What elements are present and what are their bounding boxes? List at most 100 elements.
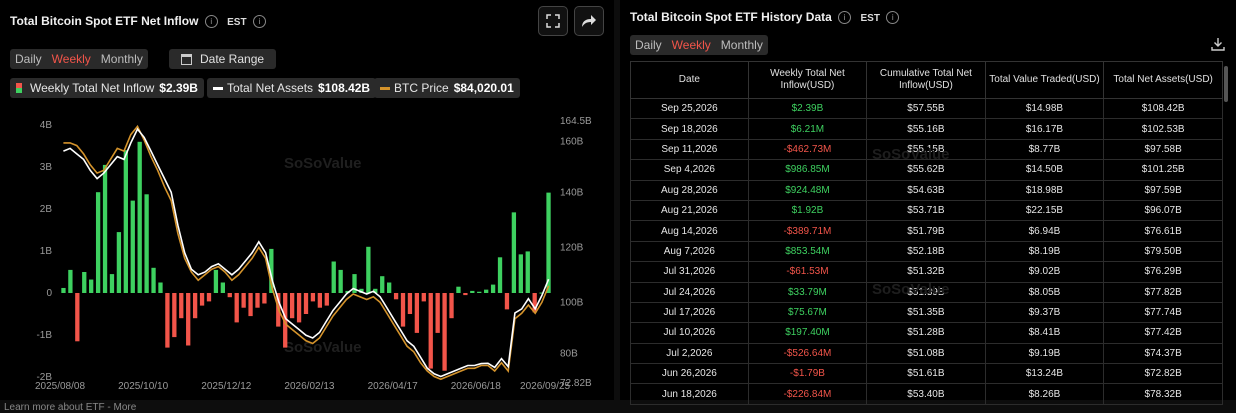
chart-title-row: Total Bitcoin Spot ETF Net Inflow i EST … — [10, 14, 266, 29]
col-cumulative-inflow[interactable]: Cumulative Total Net Inflow(USD) — [866, 61, 986, 99]
cell-net-assets: $102.53B — [1103, 118, 1223, 140]
cell-value-traded: $18.98B — [984, 179, 1105, 201]
inflow-bar — [137, 141, 142, 293]
col-weekly-inflow[interactable]: Weekly Total Net Inflow(USD) — [747, 61, 868, 99]
cell-value-traded: $8.26B — [984, 383, 1105, 405]
share-button[interactable] — [574, 6, 604, 36]
fullscreen-button[interactable] — [538, 6, 568, 36]
x-tick-label: 2026/09/25 — [520, 381, 570, 392]
download-icon — [1211, 38, 1225, 51]
table-row[interactable]: Jul 17,2026 $75.67M $51.35B $9.37B $77.74B — [630, 301, 1223, 324]
tab-monthly[interactable]: Monthly — [100, 52, 143, 66]
inflow-bar — [393, 293, 399, 300]
info-icon[interactable]: i — [252, 15, 266, 29]
table-scrollbar[interactable] — [1224, 66, 1228, 102]
legend-btc-value: $84,020.01 — [453, 81, 514, 95]
footer-link[interactable]: Learn more about ETF - More — [4, 402, 137, 413]
table-watermark: SoSoValue — [872, 281, 950, 298]
table-row[interactable]: Sep 25,2026 $2.39B $57.55B $14.98B $108.42B — [630, 97, 1223, 120]
col-date[interactable]: Date — [630, 61, 749, 99]
inflow-bar — [75, 293, 80, 342]
cell-value-traded: $8.77B — [984, 138, 1105, 161]
cell-value-traded: $13.24B — [984, 363, 1105, 385]
date-range-label: Date Range — [200, 52, 265, 66]
cell-value-traded: $14.50B — [984, 159, 1105, 181]
col-net-assets[interactable]: Total Net Assets(USD) — [1103, 61, 1223, 99]
legend-inflow-value: $2.39B — [159, 81, 198, 95]
cell-weekly-inflow: $197.40M — [747, 322, 868, 344]
cell-weekly-inflow: -$462.73M — [747, 138, 868, 161]
date-range-button[interactable]: Date Range — [169, 49, 276, 69]
cell-date: Jun 18,2026 — [630, 383, 749, 405]
table-row[interactable]: Aug 7,2026 $853.54M $52.18B $8.19B $79.50B — [630, 240, 1223, 263]
inflow-bar — [380, 276, 385, 293]
tab-daily[interactable]: Daily — [15, 52, 42, 66]
inflow-bar — [82, 272, 87, 293]
cell-cumulative-inflow: $53.40B — [866, 383, 986, 405]
table-row[interactable]: Jun 18,2026 -$226.84M $53.40B $8.26B $78.32B — [630, 383, 1223, 405]
table-row[interactable]: Aug 14,2026 -$389.71M $51.79B $6.94B $76.61B — [630, 220, 1223, 242]
info-icon[interactable]: i — [204, 15, 218, 29]
inflow-bar — [532, 293, 537, 313]
inflow-bar — [289, 293, 295, 319]
info-icon[interactable]: i — [838, 11, 852, 25]
history-table: Date Weekly Total Net Inflow(USD) Cumula… — [630, 61, 1223, 405]
inflow-bar — [387, 282, 392, 293]
inflow-bar — [158, 282, 163, 293]
timezone-label: EST — [860, 13, 880, 24]
inflow-bar — [89, 279, 94, 293]
col-value-traded[interactable]: Total Value Traded(USD) — [984, 61, 1105, 99]
cell-net-assets: $77.74B — [1103, 301, 1223, 324]
cell-date: Jul 24,2026 — [630, 281, 749, 303]
cell-weekly-inflow: -$389.71M — [747, 220, 868, 242]
inflow-bar — [220, 282, 225, 293]
table-row[interactable]: Jul 10,2026 $197.40M $51.28B $8.41B $77.42B — [630, 322, 1223, 344]
inflow-bar — [463, 293, 468, 296]
download-button[interactable] — [1211, 37, 1225, 56]
legend-inflow[interactable]: Weekly Total Net Inflow $2.39B — [10, 78, 204, 98]
tab-daily[interactable]: Daily — [635, 38, 662, 52]
cell-date: Jun 26,2026 — [630, 363, 749, 385]
inflow-bar — [144, 194, 149, 293]
info-icon[interactable]: i — [886, 11, 900, 25]
table-row[interactable]: Aug 21,2026 $1.92B $53.71B $22.15B $96.07B — [630, 199, 1223, 222]
table-row[interactable]: Jul 31,2026 -$61.53M $51.32B $9.02B $76.29B — [630, 261, 1223, 283]
inflow-bar — [511, 212, 517, 293]
inflow-bar — [283, 293, 288, 348]
y-right-tick-label: 160B — [560, 136, 584, 147]
cell-net-assets: $101.25B — [1103, 159, 1223, 181]
inflow-bar — [310, 293, 316, 302]
net-inflow-chart[interactable]: SoSoValue SoSoValue 4B 3B 2B 1B 0 -1B -2B 164.5B 1… — [0, 110, 614, 400]
net-inflow-panel: Total Bitcoin Spot ETF Net Inflow i EST … — [0, 0, 614, 400]
cell-cumulative-inflow: $57.55B — [866, 97, 986, 120]
inflow-bar — [61, 287, 66, 293]
table-row[interactable]: Sep 18,2026 $6.21M $55.16B $16.17B $102.53B — [630, 118, 1223, 140]
legend-btc[interactable]: BTC Price $84,020.01 — [374, 78, 520, 98]
tab-weekly[interactable]: Weekly — [51, 52, 91, 66]
cell-weekly-inflow: $75.67M — [747, 301, 868, 324]
cell-cumulative-inflow: $51.35B — [866, 301, 986, 324]
fullscreen-icon — [546, 14, 560, 28]
table-row[interactable]: Jun 26,2026 -$1.79B $51.61B $13.24B $72.82B — [630, 363, 1223, 385]
legend-assets[interactable]: Total Net Assets $108.42B — [207, 78, 377, 98]
inflow-bar — [477, 291, 482, 293]
tab-monthly[interactable]: Monthly — [720, 38, 763, 52]
tab-weekly[interactable]: Weekly — [671, 38, 711, 52]
btc-swatch-icon — [380, 86, 390, 90]
legend-inflow-name: Weekly Total Net Inflow — [30, 81, 155, 95]
cell-cumulative-inflow: $52.18B — [866, 240, 986, 263]
y-left-tick-label: 1B — [40, 246, 53, 257]
cell-net-assets: $74.37B — [1103, 342, 1223, 365]
x-tick-label: 2026/02/13 — [284, 381, 334, 392]
cell-value-traded: $14.98B — [984, 97, 1105, 120]
inflow-bar — [539, 292, 544, 294]
table-row[interactable]: Aug 28,2026 $924.48M $54.63B $18.98B $97.59B — [630, 179, 1223, 201]
table-row[interactable]: Jul 2,2026 -$526.64M $51.08B $9.19B $74.37B — [630, 342, 1223, 365]
cell-net-assets: $78.32B — [1103, 383, 1223, 405]
table-row[interactable]: Jul 24,2026 $33.79M $51.39B $8.05B $77.82B — [630, 281, 1223, 303]
x-tick-label: 2026/04/17 — [368, 381, 418, 392]
inflow-bar — [442, 293, 447, 371]
inflow-bar — [186, 293, 191, 346]
table-interval-tabs: Daily Weekly Monthly — [630, 35, 768, 55]
inflow-bar — [449, 293, 454, 319]
